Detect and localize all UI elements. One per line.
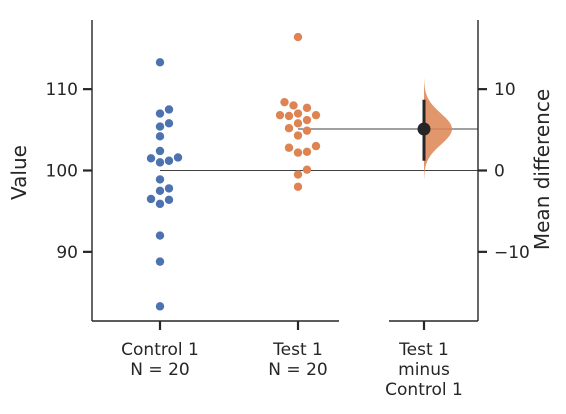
data-point bbox=[155, 158, 165, 167]
data-point bbox=[155, 302, 165, 311]
data-point bbox=[302, 165, 312, 174]
category-label-line: N = 20 bbox=[130, 360, 189, 380]
data-point bbox=[275, 110, 285, 120]
mean-difference-panel bbox=[417, 79, 452, 179]
data-point bbox=[146, 154, 156, 163]
mean-difference-point bbox=[417, 122, 431, 136]
data-point bbox=[164, 184, 174, 193]
data-point bbox=[311, 141, 321, 151]
y-tick-label: 110 bbox=[46, 80, 78, 100]
data-point bbox=[293, 148, 303, 157]
data-point bbox=[293, 131, 303, 140]
data-point bbox=[302, 103, 312, 113]
data-point bbox=[302, 126, 312, 135]
data-point bbox=[289, 101, 298, 110]
data-point bbox=[155, 58, 165, 67]
data-point bbox=[293, 109, 303, 118]
data-point bbox=[164, 156, 174, 165]
data-point bbox=[293, 170, 303, 179]
data-point bbox=[155, 132, 165, 141]
data-point bbox=[293, 32, 303, 42]
right-y-tick-label: −10 bbox=[494, 243, 530, 263]
data-point bbox=[155, 175, 165, 184]
y-axis-title: Value bbox=[7, 145, 31, 200]
data-point bbox=[164, 195, 174, 204]
bootstrap-distribution bbox=[424, 79, 452, 179]
right-y-axis: −10 0 10 bbox=[389, 20, 530, 322]
data-point bbox=[284, 123, 294, 133]
data-point bbox=[155, 122, 165, 131]
data-point bbox=[155, 199, 165, 209]
right-y-tick-label: 0 bbox=[494, 162, 505, 182]
data-point bbox=[155, 231, 165, 240]
data-point bbox=[280, 97, 289, 107]
right-y-axis-title: Mean difference bbox=[530, 89, 554, 250]
swarm-points bbox=[146, 32, 321, 311]
category-label-line: N = 20 bbox=[268, 360, 327, 380]
data-point bbox=[146, 194, 156, 204]
y-tick-label: 100 bbox=[46, 162, 78, 182]
data-point bbox=[164, 105, 174, 114]
category-label-line: Test 1 bbox=[398, 340, 449, 360]
data-point bbox=[155, 257, 165, 266]
data-point bbox=[284, 111, 294, 121]
data-point bbox=[302, 147, 312, 156]
category-label-line: Control 1 bbox=[121, 340, 199, 360]
data-point bbox=[155, 186, 165, 196]
y-tick-label: 90 bbox=[56, 243, 78, 263]
left-y-axis: 90 100 110 bbox=[46, 20, 339, 322]
category-label-line: minus bbox=[398, 360, 450, 380]
data-point bbox=[173, 153, 183, 162]
data-point bbox=[302, 115, 312, 125]
data-point bbox=[293, 182, 303, 191]
category-label-line: Test 1 bbox=[272, 340, 323, 360]
category-label-line: Control 1 bbox=[385, 380, 463, 400]
right-y-tick-label: 10 bbox=[494, 80, 516, 100]
data-point bbox=[293, 119, 303, 128]
data-point bbox=[155, 109, 165, 118]
data-point bbox=[155, 146, 165, 156]
data-point bbox=[311, 110, 321, 120]
data-point bbox=[284, 143, 294, 152]
data-point bbox=[164, 119, 174, 128]
